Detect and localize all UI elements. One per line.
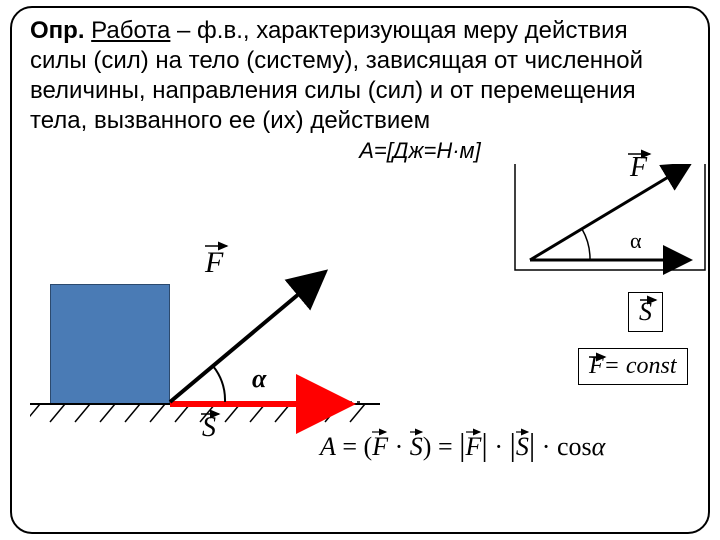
force-label: F: [205, 246, 223, 280]
s-vector-box: S: [628, 292, 663, 332]
vector-arrow-icon: [410, 428, 426, 436]
right-angle-label: α: [630, 228, 642, 254]
vector-arrow-icon: [372, 428, 390, 436]
vector-arrow-icon: [201, 408, 223, 420]
definition-label: Опр.: [30, 17, 85, 44]
main-formula: A = (F · S) = |F| · |S| · cosα: [320, 426, 605, 463]
angle-arc: [213, 366, 225, 402]
vector-arrow-icon: [640, 295, 660, 305]
right-diagram-box: [515, 164, 705, 270]
right-force-label: F: [630, 152, 647, 184]
definition-term: Работа: [91, 17, 170, 44]
vector-arrow-icon: [589, 352, 609, 362]
displacement-label: S: [202, 412, 216, 444]
angle-label: α: [252, 364, 266, 394]
definition-text: Опр. Работа – ф.в., характеризующая меру…: [30, 16, 690, 136]
force-vector: [170, 272, 325, 402]
vector-arrow-icon: [628, 148, 654, 160]
f-const-box: F= const: [578, 348, 688, 385]
unit-formula: А=[Дж=Н·м]: [30, 138, 690, 164]
vector-arrow-icon: [466, 428, 484, 436]
diagram-area: F α S F α S F= const: [30, 164, 690, 504]
vector-arrow-icon: [205, 240, 231, 252]
vector-arrow-icon: [516, 428, 532, 436]
